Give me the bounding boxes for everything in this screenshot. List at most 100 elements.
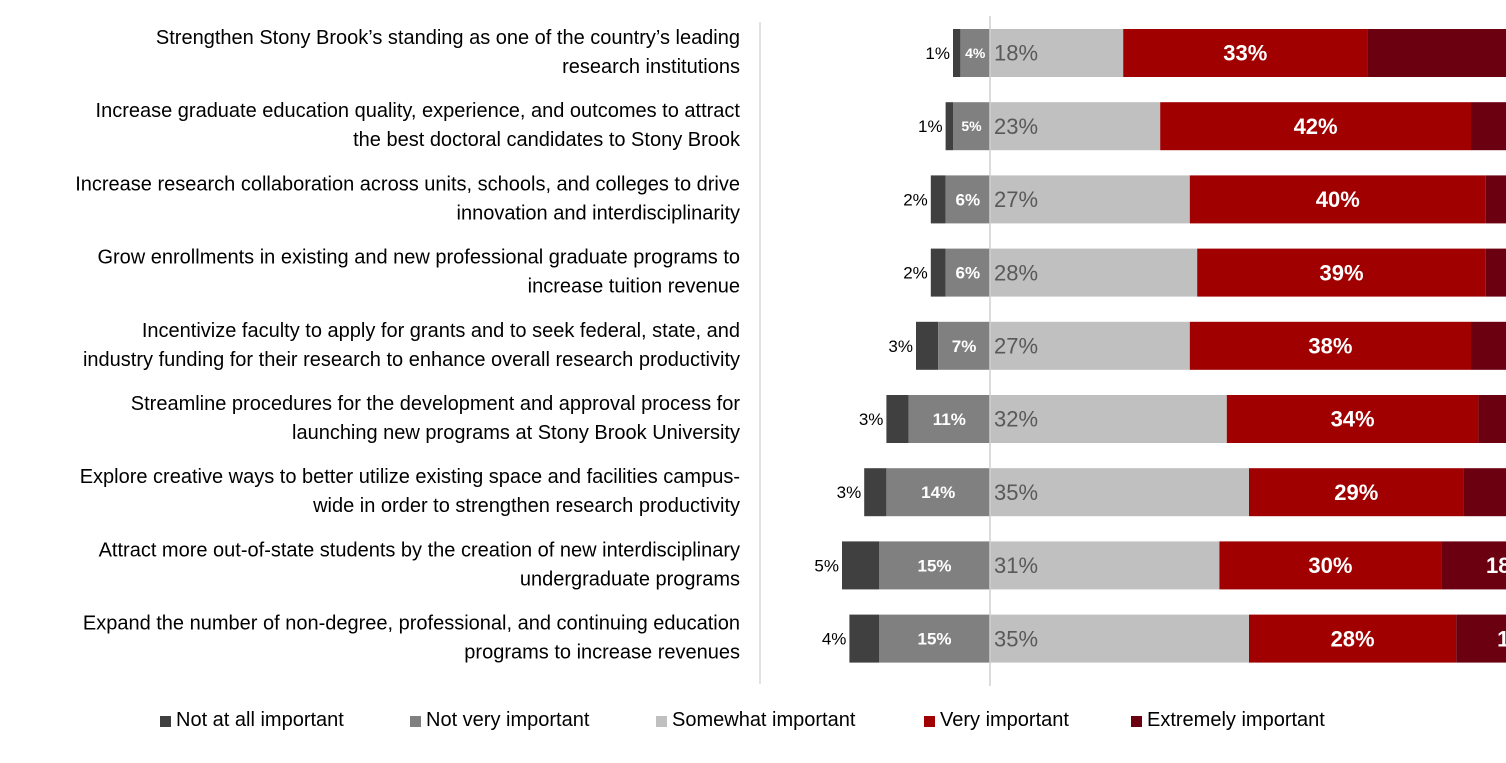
category-label: Increase graduate education quality, exp… (96, 100, 741, 122)
legend-swatch (160, 716, 171, 727)
value-label: 14% (921, 483, 955, 502)
value-label: 1% (925, 44, 950, 63)
legend-swatch (410, 716, 421, 727)
category-label: launching new programs at Stony Brook Un… (292, 422, 740, 444)
legend-swatch (656, 716, 667, 727)
bar-very (1189, 321, 1471, 370)
value-label: 35% (994, 480, 1038, 505)
bar-not-at-all (849, 614, 879, 663)
value-label: 39% (1319, 260, 1363, 285)
value-label: 4% (965, 45, 986, 61)
value-label: 27% (994, 334, 1038, 359)
bar-extremely (1456, 614, 1506, 663)
value-label: 23% (994, 114, 1038, 139)
category-label: Grow enrollments in existing and new pro… (97, 247, 740, 269)
category-label: innovation and interdisciplinarity (457, 202, 741, 224)
bar-not-very (960, 29, 990, 77)
value-label: 4% (822, 630, 847, 649)
value-label: 2% (903, 190, 928, 209)
value-labels: 1%4%18%33%44%1%5%23%42%30%2%6%27%40%24%2… (814, 41, 1506, 652)
category-label: Increase research collaboration across u… (75, 173, 740, 195)
legend: Not at all important Not very important So… (160, 709, 1325, 731)
bar-somewhat (990, 541, 1220, 590)
bar-not-at-all (864, 468, 887, 517)
legend-label: Not at all important (176, 709, 344, 731)
bar-not-at-all (916, 321, 939, 370)
bar-very (1226, 395, 1479, 443)
category-label: research institutions (562, 56, 740, 78)
value-label: 6% (956, 264, 981, 283)
bar-not-very (945, 248, 990, 297)
category-label: Expand the number of non-degree, profess… (83, 613, 740, 635)
bar-very (1160, 102, 1471, 151)
value-label: 28% (1331, 626, 1375, 651)
legend-label: Very important (940, 709, 1069, 731)
value-label: 15% (917, 630, 951, 649)
legend-label: Extremely important (1147, 709, 1325, 731)
bar-very (1249, 614, 1457, 663)
category-label: Strengthen Stony Brook’s standing as one… (156, 27, 740, 49)
category-labels: Strengthen Stony Brook’s standing as one… (75, 27, 741, 664)
category-label: industry funding for their research to e… (83, 349, 740, 371)
value-label: 17% (1497, 626, 1506, 651)
bar-somewhat (990, 248, 1198, 297)
bar-not-at-all (930, 175, 946, 224)
category-label: Incentivize faculty to apply for grants … (142, 320, 740, 342)
bar-not-very (938, 321, 990, 370)
bar-not-at-all (886, 395, 909, 443)
category-label: Streamline procedures for the developmen… (131, 393, 741, 415)
value-label: 2% (903, 264, 928, 283)
bar-somewhat (990, 102, 1161, 151)
value-label: 30% (1308, 553, 1352, 578)
category-label: undergraduate programs (520, 568, 740, 590)
bar-not-at-all (842, 541, 879, 590)
bar-not-very (945, 175, 990, 224)
legend-label: Somewhat important (672, 709, 856, 731)
value-label: 18% (1486, 553, 1506, 578)
bar-somewhat (990, 321, 1190, 370)
value-label: 15% (917, 556, 951, 575)
bar-not-at-all (953, 29, 961, 77)
bar-very (1189, 175, 1486, 224)
category-label: increase tuition revenue (528, 276, 740, 298)
bar-extremely (1441, 541, 1506, 590)
bar-not-very (879, 614, 990, 663)
bar-not-very (953, 102, 990, 151)
value-label: 18% (994, 41, 1038, 66)
value-label: 35% (994, 626, 1038, 651)
legend-swatch (1131, 716, 1142, 727)
legend-swatch (924, 716, 935, 727)
bar-extremely (1485, 248, 1506, 297)
bar-very (1197, 248, 1486, 297)
bar-not-very (879, 541, 990, 590)
value-label: 5% (814, 556, 839, 575)
bars (842, 29, 1506, 663)
bar-very (1249, 468, 1464, 517)
bar-somewhat (990, 29, 1124, 77)
bar-somewhat (990, 175, 1190, 224)
value-label: 40% (1316, 187, 1360, 212)
value-label: 34% (1331, 407, 1375, 432)
value-label: 6% (956, 190, 981, 209)
value-label: 32% (994, 407, 1038, 432)
bar-somewhat (990, 614, 1249, 663)
value-label: 3% (859, 410, 884, 429)
value-label: 11% (933, 410, 966, 429)
bar-extremely (1471, 102, 1506, 151)
bar-somewhat (990, 395, 1227, 443)
bar-extremely (1471, 321, 1506, 370)
bar-not-very (886, 468, 990, 517)
bar-not-at-all (930, 248, 946, 297)
legend-label: Not very important (426, 709, 590, 731)
value-label: 7% (952, 337, 977, 356)
category-label: Attract more out-of-state students by th… (99, 539, 740, 561)
value-label: 5% (961, 118, 982, 134)
bar-not-very (908, 395, 990, 443)
category-label: wide in order to strengthen research pro… (312, 495, 740, 517)
value-label: 1% (918, 117, 943, 136)
bar-not-at-all (945, 102, 953, 151)
value-label: 3% (837, 483, 862, 502)
category-label: the best doctoral candidates to Stony Br… (353, 129, 741, 151)
